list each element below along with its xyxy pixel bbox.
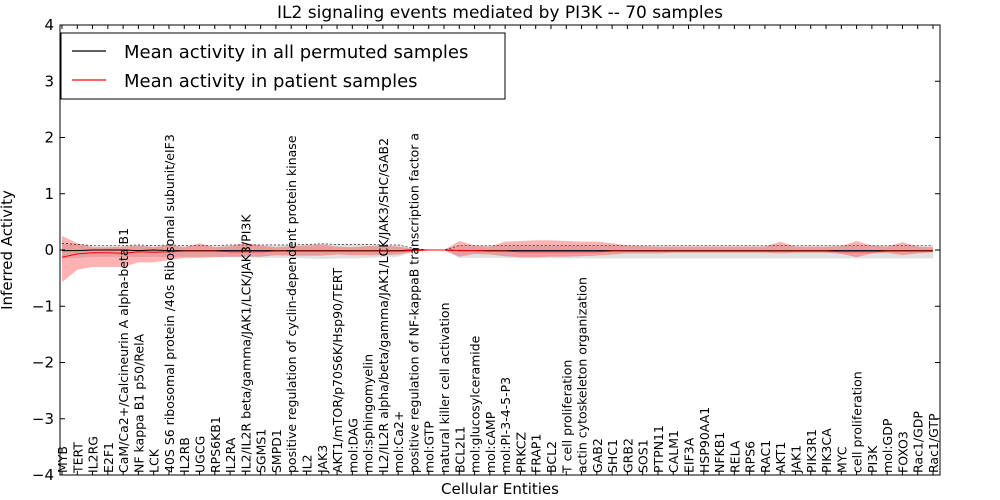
x-tick-label: RPS6KB1 [208, 416, 223, 473]
y-tick-label: −2 [32, 354, 54, 372]
x-tick-label: 40S S6 ribosomal protein /40s Ribosomal … [162, 134, 177, 473]
x-tick-label: mol:Ca2+ [391, 411, 406, 473]
x-tick-label: AKT1/mTOR/p70S6K/Hsp90/TERT [330, 267, 345, 473]
y-tick-label: 1 [44, 185, 54, 203]
x-tick-label: Rac1/GDP [911, 411, 926, 473]
x-tick-label: FOXO3 [895, 431, 910, 473]
x-tick-label: IL2RG [86, 436, 101, 473]
line-layer [61, 243, 933, 258]
x-axis-label: Cellular Entities [441, 480, 559, 498]
x-axis-ticks: MYB TERT IL2RG E2F1 CaM/Ca2+/Calcineurin A a… [55, 25, 941, 475]
x-tick-label: LCK [147, 448, 162, 473]
patient-band [62, 235, 933, 283]
x-tick-label: SHC1 [605, 439, 620, 473]
x-tick-label: PTPN11 [651, 425, 666, 473]
x-tick-label: mol:PI-3-4-5-P3 [498, 377, 513, 473]
x-tick-label: mol:GTP [422, 421, 437, 473]
y-tick-label: −3 [32, 410, 54, 428]
x-tick-label: PIK3CA [819, 428, 834, 473]
y-tick-label: 4 [44, 16, 54, 34]
legend-label-patient: Mean activity in patient samples [124, 71, 418, 92]
x-tick-label: mol:glucosylceramide [468, 335, 483, 473]
plot-frame [59, 24, 941, 476]
y-axis-ticks: −4 −3 −2 −1 0 1 2 3 4 [32, 16, 940, 484]
x-tick-label: BCL2 [544, 441, 559, 473]
x-tick-label: SMPD1 [269, 429, 284, 473]
band-layer [62, 235, 933, 283]
chart-title: IL2 signaling events mediated by PI3K --… [277, 3, 723, 23]
permuted-upper-dashed [61, 243, 933, 251]
x-tick-label: IL2RB [177, 437, 192, 473]
x-tick-label: CALM1 [666, 430, 681, 473]
x-tick-label: mol:sphingomyelin [361, 354, 376, 473]
x-tick-label: UGCG [193, 436, 208, 473]
x-tick-label: AKT1 [773, 442, 788, 473]
x-tick-label: positive regulation of NF-kappaB transcr… [407, 133, 422, 473]
x-tick-label: mol:cAMP [483, 411, 498, 473]
x-tick-label: RPS6 [743, 441, 758, 473]
x-tick-label: mol:DAG [345, 418, 360, 473]
x-tick-label: MYC [834, 446, 849, 473]
x-tick-label: positive regulation of cyclin-dependent … [284, 135, 299, 473]
x-tick-label: Rac1/GTP [926, 413, 941, 473]
y-axis-label: Inferred Activity [0, 190, 16, 310]
x-tick-label: cell proliferation [850, 371, 865, 473]
x-tick-label: BCL2L1 [452, 426, 467, 473]
x-tick-label: FRAP1 [529, 434, 544, 473]
x-tick-label: natural killer cell activation [437, 302, 452, 473]
x-tick-label: RELA [727, 440, 742, 473]
y-tick-label: 0 [44, 241, 54, 259]
legend-label-permuted: Mean activity in all permuted samples [124, 42, 468, 63]
x-tick-label: E2F1 [101, 442, 116, 473]
x-tick-label: PI3K [865, 445, 880, 473]
x-tick-label: SGMS1 [254, 429, 269, 473]
x-tick-label: RAC1 [758, 440, 773, 473]
x-tick-label: TERT [70, 442, 85, 474]
legend-box [60, 32, 506, 100]
x-tick-label: GAB2 [590, 438, 605, 473]
y-tick-label: −4 [32, 466, 54, 484]
x-tick-label: IL2/IL2R beta/gamma/JAK1/LCK/JAK3/PI3K [238, 214, 253, 473]
x-tick-label: EIF3A [682, 437, 697, 473]
x-tick-label: PIK3R1 [804, 429, 819, 473]
y-tick-label: −1 [32, 297, 54, 315]
x-tick-label: HSP90AA1 [697, 407, 712, 473]
y-tick-label: 2 [44, 129, 54, 147]
x-tick-label: MYB [55, 446, 70, 473]
legend: Mean activity in all permuted samples Me… [60, 32, 506, 100]
y-tick-label: 3 [44, 72, 54, 90]
x-tick-label: NF kappa B1 p50/RelA [131, 333, 146, 473]
x-tick-label: mol:GDP [880, 418, 895, 473]
x-tick-label: JAK3 [315, 445, 330, 474]
x-tick-label: GRB2 [620, 438, 635, 473]
x-tick-label: NFKB1 [712, 432, 727, 473]
x-tick-label: IL2/IL2R alpha/beta/gamma/JAK1/LCK/JAK3/… [376, 138, 391, 473]
x-tick-label: CaM/Ca2+/Calcineurin A alpha-beta B1 [116, 228, 131, 473]
x-tick-label: IL2RA [223, 437, 238, 473]
x-tick-label: JAK1 [789, 445, 804, 474]
x-tick-label: SOS1 [636, 439, 651, 473]
patient-mean-line [61, 249, 933, 258]
x-tick-label: PRKCZ [513, 432, 528, 473]
x-tick-label: IL2 [300, 454, 315, 473]
x-tick-label: T cell proliferation [559, 360, 574, 474]
x-tick-label: actin cytoskeleton organization [575, 277, 590, 473]
